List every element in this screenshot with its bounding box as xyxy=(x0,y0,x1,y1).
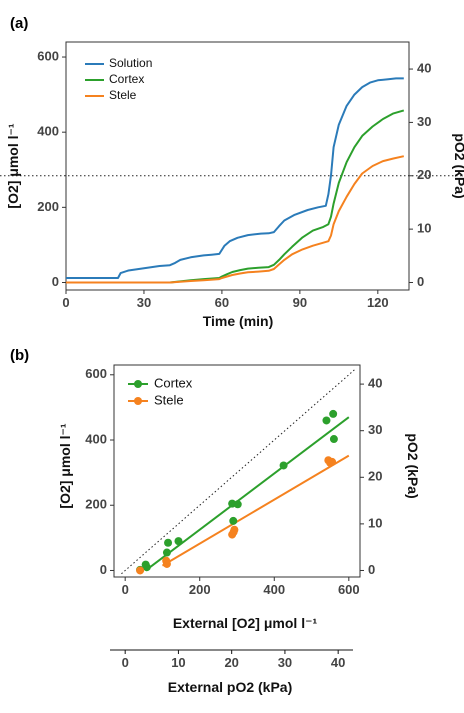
x-tick-label: 0 xyxy=(62,295,69,310)
panel-b-x-axis-label: External [O2] μmol l⁻¹ xyxy=(173,615,318,631)
data-point-stele xyxy=(328,457,337,466)
panel-b-label: (b) xyxy=(10,347,29,364)
y2-tick-label: 10 xyxy=(368,515,382,530)
data-point-cortex xyxy=(279,461,288,470)
y2-tick-label: 40 xyxy=(417,60,431,75)
data-point-cortex xyxy=(164,538,173,547)
panel-a-y-axis-label-left: [O2] μmol l⁻¹ xyxy=(5,123,21,209)
x-tick-label: 600 xyxy=(338,582,360,597)
data-point-cortex xyxy=(174,537,183,546)
secondary-x-tick-label: 20 xyxy=(224,655,238,670)
panel-a: 0 30 60 90 120 0 200 400 600 0 10 20 30 40 Solution… xyxy=(0,41,464,329)
data-point-stele xyxy=(136,566,145,575)
data-point-stele xyxy=(162,559,171,568)
fit-line-stele xyxy=(161,454,350,567)
secondary-x-tick-label: 40 xyxy=(331,655,345,670)
panel-a-y-axis-label-right: pO2 (kPa) xyxy=(452,133,464,198)
x-tick-label: 60 xyxy=(215,295,229,310)
panel-a-x-ticks: 0 30 60 90 120 xyxy=(62,290,389,310)
x-tick-label: 120 xyxy=(367,295,389,310)
series-line-solution xyxy=(66,77,404,279)
data-point-stele xyxy=(230,525,239,534)
series-line-stele xyxy=(66,155,405,284)
secondary-x-tick-label: 10 xyxy=(171,655,185,670)
y-tick-label: 0 xyxy=(100,562,107,577)
data-point-cortex xyxy=(162,548,171,557)
identity-line xyxy=(121,367,357,575)
x-tick-label: 0 xyxy=(122,582,129,597)
y2-tick-label: 10 xyxy=(417,221,431,236)
legend-label-stele: Stele xyxy=(154,392,184,407)
y2-tick-label: 30 xyxy=(368,422,382,437)
panel-b-secondary-x-axis: 0 10 20 30 40 xyxy=(110,649,353,670)
panel-a-y-ticks-right: 0 10 20 30 40 xyxy=(409,60,431,289)
legend-swatch-dot-cortex xyxy=(134,380,142,388)
panel-b-frame xyxy=(113,364,361,578)
panel-a-y-ticks-left: 0 200 400 600 xyxy=(37,48,66,289)
y2-tick-label: 0 xyxy=(368,562,375,577)
panel-b-y-axis-label-left: [O2] μmol l⁻¹ xyxy=(57,423,73,509)
data-point-cortex xyxy=(142,563,151,572)
data-point-cortex xyxy=(229,516,238,525)
y2-tick-label: 0 xyxy=(417,274,424,289)
secondary-x-tick-label: 0 xyxy=(122,655,129,670)
legend-label-solution: Solution xyxy=(109,56,152,70)
panel-b-y-axis-label-right: pO2 (kPa) xyxy=(405,433,421,498)
panel-b-y-ticks-right: 0 10 20 30 40 xyxy=(360,376,382,577)
y-tick-label: 200 xyxy=(85,497,107,512)
panel-b-x-ticks: 0 200 400 600 xyxy=(122,577,360,597)
y-tick-label: 0 xyxy=(52,274,59,289)
legend-swatch-dot-stele xyxy=(134,397,142,405)
y-tick-label: 400 xyxy=(85,431,107,446)
panel-a-series-lines xyxy=(66,77,405,284)
y2-tick-label: 20 xyxy=(417,167,431,182)
x-tick-label: 30 xyxy=(137,295,151,310)
legend-label-cortex: Cortex xyxy=(109,72,144,86)
x-tick-label: 90 xyxy=(293,295,307,310)
data-point-cortex xyxy=(329,409,338,418)
legend-label-cortex: Cortex xyxy=(154,375,193,390)
y-tick-label: 600 xyxy=(85,366,107,381)
y-tick-label: 200 xyxy=(37,199,59,214)
panel-a-frame xyxy=(65,41,410,291)
y-tick-label: 400 xyxy=(37,124,59,139)
data-point-cortex xyxy=(322,416,331,425)
series-line-cortex xyxy=(66,109,405,284)
panel-b-y-ticks-left: 0 200 400 600 xyxy=(85,366,114,577)
panel-b-identity-line xyxy=(121,367,357,575)
y2-tick-label: 40 xyxy=(368,376,382,391)
secondary-x-tick-label: 30 xyxy=(278,655,292,670)
panel-b-points xyxy=(136,409,338,575)
panel-b-secondary-x-axis-label: External pO2 (kPa) xyxy=(168,679,293,695)
x-tick-label: 200 xyxy=(189,582,211,597)
y-tick-label: 600 xyxy=(37,48,59,63)
legend-label-stele: Stele xyxy=(109,88,137,102)
data-point-cortex xyxy=(233,500,242,509)
panel-a-label: (a) xyxy=(10,15,28,32)
panel-b-legend: Cortex Stele xyxy=(128,375,193,407)
y2-tick-label: 30 xyxy=(417,114,431,129)
x-tick-label: 400 xyxy=(263,582,285,597)
panel-a-legend: Solution Cortex Stele xyxy=(85,56,152,102)
y2-tick-label: 20 xyxy=(368,469,382,484)
data-point-cortex xyxy=(329,435,338,444)
panel-a-x-axis-label: Time (min) xyxy=(203,313,274,329)
